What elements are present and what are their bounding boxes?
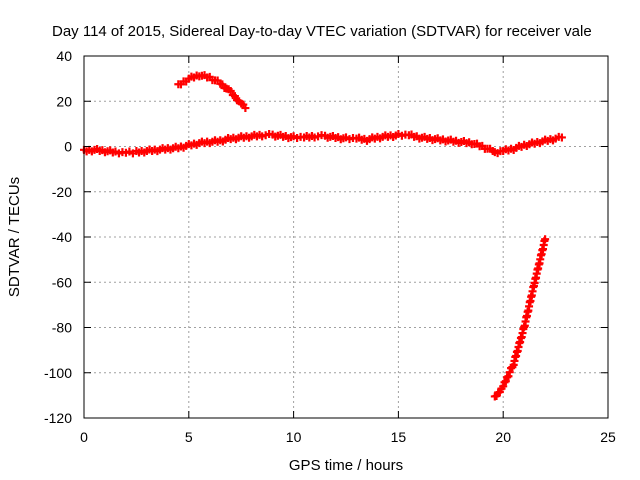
y-tick-label: 20: [56, 93, 72, 109]
y-tick-label: -40: [52, 229, 72, 245]
y-tick-label: -20: [52, 184, 72, 200]
data-point: [241, 104, 250, 113]
series-2: [174, 71, 250, 113]
data-point: [499, 382, 508, 391]
y-tick-labels: -120 -100 -80 -60 -40 -20 0 20 40: [44, 48, 72, 426]
x-tick-label: 25: [600, 429, 616, 445]
x-tick-labels: 0 5 10 15 20 25: [80, 429, 616, 445]
series-1: [490, 132, 566, 158]
series-layer: [80, 71, 566, 401]
y-axis-label: SDTVAR / TECUs: [6, 177, 23, 297]
data-point: [230, 92, 239, 101]
x-tick-label: 15: [391, 429, 407, 445]
data-point: [505, 368, 514, 377]
y-tick-label: -60: [52, 274, 72, 290]
x-tick-label: 5: [185, 429, 193, 445]
x-axis-label: GPS time / hours: [289, 457, 403, 474]
data-point: [557, 133, 566, 142]
x-tick-label: 20: [495, 429, 511, 445]
y-tick-label: -80: [52, 320, 72, 336]
grid: [84, 56, 608, 418]
data-point: [504, 372, 513, 381]
y-tick-label: -120: [44, 410, 72, 426]
y-tick-label: -100: [44, 365, 72, 381]
x-tick-label: 10: [286, 429, 302, 445]
ticks: [83, 55, 609, 419]
data-point: [541, 235, 550, 244]
data-point: [501, 377, 510, 386]
y-tick-label: 40: [56, 48, 72, 64]
y-tick-label: 0: [64, 139, 72, 155]
series-0: [80, 129, 497, 158]
x-tick-label: 0: [80, 429, 88, 445]
data-point: [226, 87, 235, 95]
chart-title: Day 114 of 2015, Sidereal Day-to-day VTE…: [52, 23, 592, 40]
series-3: [490, 235, 550, 401]
